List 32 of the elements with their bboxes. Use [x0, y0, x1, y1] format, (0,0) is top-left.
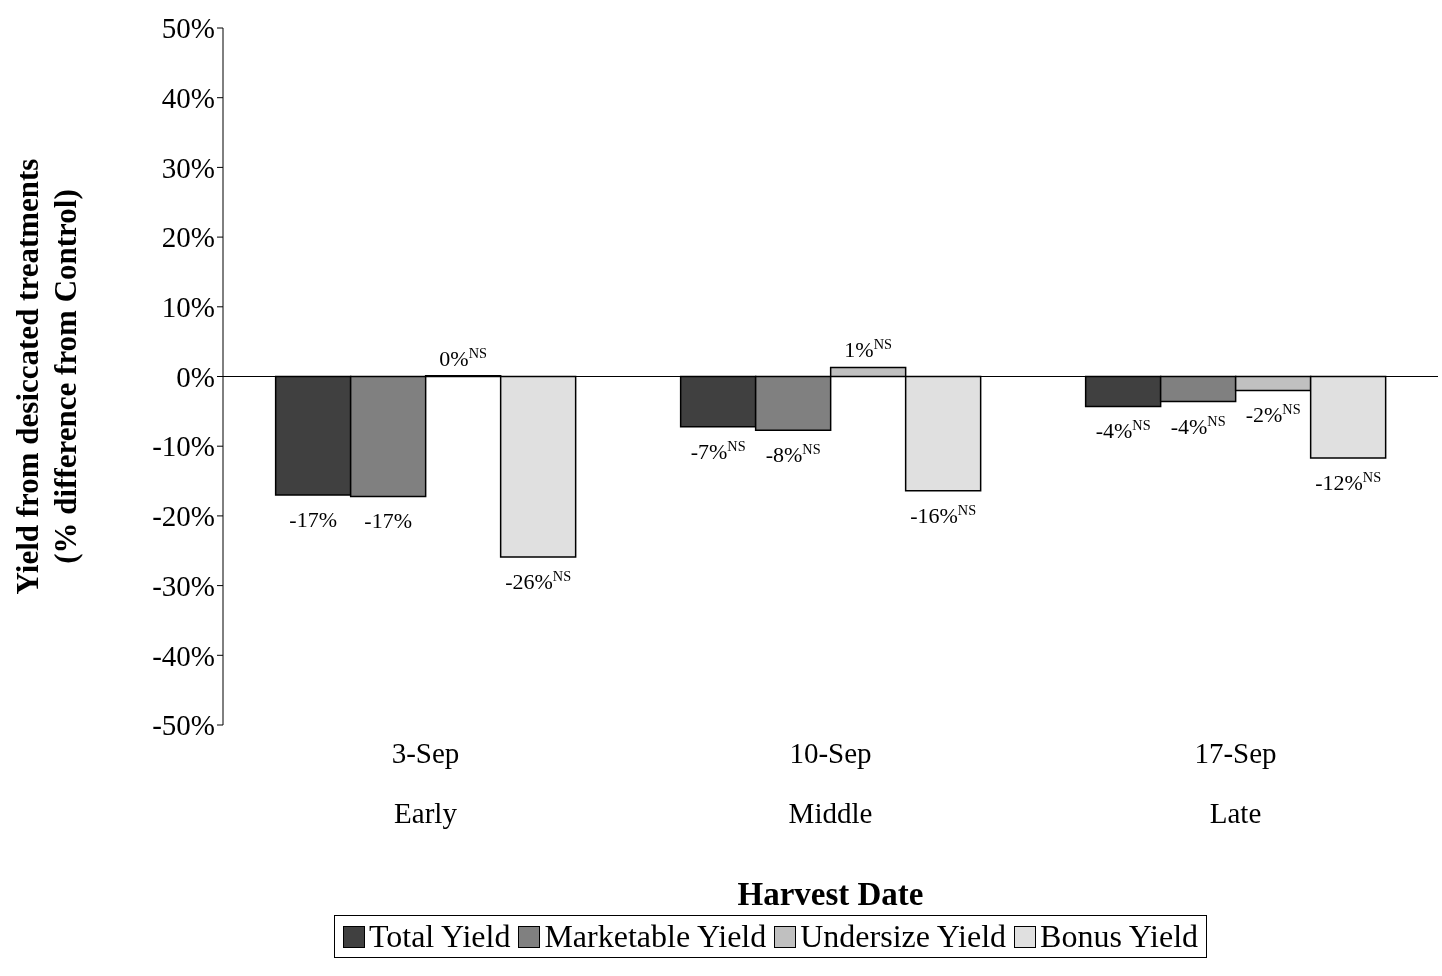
- legend-label: Undersize Yield: [799, 918, 1007, 955]
- data-label: -17%: [289, 506, 337, 532]
- y-tick-label: -30%: [152, 569, 215, 602]
- legend-label: Marketable Yield: [543, 918, 767, 955]
- y-tick-label: -10%: [152, 430, 215, 463]
- data-label: 1%$^{NS}$: [844, 336, 892, 363]
- data-label: 0%$^{NS}$: [439, 344, 487, 371]
- y-axis-title: Yield from desiccated treatments (% difference from Control): [10, 158, 83, 595]
- y-tick-label: -20%: [152, 500, 215, 533]
- data-label: -2%$^{NS}$: [1245, 401, 1301, 428]
- data-label: -17%: [364, 508, 412, 534]
- data-label: -26%$^{NS}$: [505, 568, 572, 595]
- data-label: -12%$^{NS}$: [1315, 469, 1382, 496]
- y-tick-label: 20%: [161, 221, 215, 254]
- data-label: -16%$^{NS}$: [910, 501, 977, 528]
- data-label: -4%$^{NS}$: [1095, 417, 1151, 444]
- legend-label: Total Yield: [367, 918, 511, 955]
- y-tick-label: 10%: [161, 291, 215, 324]
- data-label: -4%$^{NS}$: [1170, 412, 1226, 439]
- legend-label: Bonus Yield: [1039, 918, 1199, 955]
- x-tick-label: 10-Sep Middle: [788, 737, 873, 829]
- y-tick-label: 30%: [161, 151, 215, 184]
- data-label: -7%$^{NS}$: [690, 437, 746, 464]
- y-tick-label: 40%: [161, 81, 215, 114]
- y-tick-label: -40%: [152, 639, 215, 672]
- y-tick-label: 0%: [176, 360, 215, 393]
- x-tick-label: 17-Sep Late: [1194, 737, 1277, 829]
- x-tick-label: 3-Sep Early: [391, 737, 460, 829]
- y-tick-label: -50%: [152, 709, 215, 742]
- x-axis-title: Harvest Date: [737, 876, 924, 912]
- data-label: -8%$^{NS}$: [765, 441, 821, 468]
- y-tick-label: 50%: [161, 12, 215, 45]
